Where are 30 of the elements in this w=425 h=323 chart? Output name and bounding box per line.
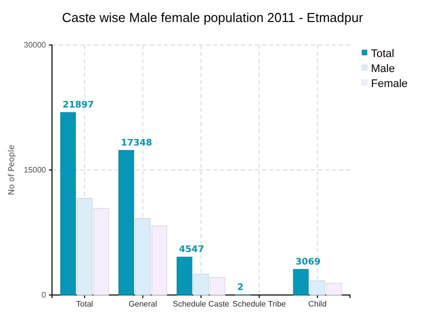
x-tick-label: Child [308,300,327,309]
bar [310,280,326,296]
y-tick-label: 0 [42,290,47,300]
bar [76,198,92,296]
bar [93,208,109,296]
data-label: 4547 [179,245,204,256]
x-tick-label: General [128,300,158,309]
x-tick-label: Schedule Tribe [232,300,286,309]
legend-label: Male [371,63,395,75]
data-label: 3069 [295,257,321,268]
bar [118,150,134,296]
x-tick-label: Total [76,300,94,309]
y-tick-label: 15000 [24,166,47,175]
data-label: 17348 [120,138,152,148]
bar [176,256,192,296]
legend-label: Female [371,78,408,90]
data-label: 2 [237,282,244,293]
legend-label: Total [371,48,394,60]
bar [326,282,342,296]
y-tick-label: 30000 [24,40,47,50]
chart-title: Caste wise Male female population 2011 - Etmadpur [62,10,364,25]
data-label: 21897 [62,100,94,111]
bar [135,218,151,296]
bar [152,225,168,296]
y-axis-title: No of People [7,144,16,196]
bar [60,112,76,296]
bar [210,277,226,296]
x-tick-label: Schedule Caste [172,300,230,309]
bar [193,274,209,296]
bar [293,269,309,296]
